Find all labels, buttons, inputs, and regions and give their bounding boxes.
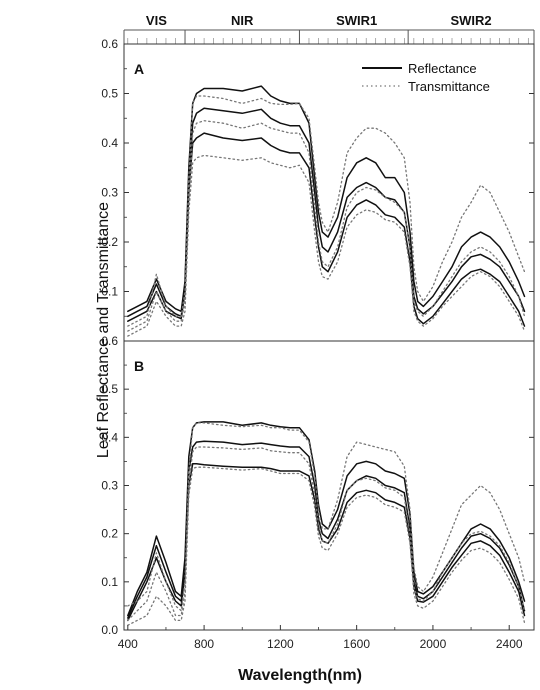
panel-a: 0.1 0.2 0.3 0.4 0.5 0.6 A bbox=[101, 37, 535, 342]
region-label-swir2: SWIR2 bbox=[450, 13, 491, 28]
transmittance-series-line bbox=[127, 120, 526, 332]
panel-label-a: A bbox=[134, 61, 144, 77]
x-tick-label: 2000 bbox=[420, 637, 447, 651]
transmittance-series-line bbox=[127, 446, 526, 622]
legend: Reflectance Transmittance bbox=[362, 61, 490, 94]
y-tick-label: 0.3 bbox=[101, 186, 118, 200]
x-tick-label: 800 bbox=[194, 637, 214, 651]
y-tick-label: 0.2 bbox=[101, 527, 118, 541]
transmittance-series-line bbox=[127, 466, 526, 626]
reflectance-series-line bbox=[127, 85, 526, 313]
y-tick-label: 0.1 bbox=[101, 285, 118, 299]
x-tick-label: 1200 bbox=[267, 637, 294, 651]
transmittance-series-line bbox=[127, 422, 526, 612]
y-tick-label: 0.1 bbox=[101, 575, 118, 589]
x-tick-label: 2400 bbox=[496, 637, 523, 651]
legend-label-reflectance: Reflectance bbox=[408, 61, 477, 76]
y-tick-label: 0.6 bbox=[101, 334, 118, 348]
x-tick-label: 400 bbox=[118, 637, 138, 651]
y-tick-label: 0.2 bbox=[101, 235, 118, 249]
y-tick-label: 0.5 bbox=[101, 382, 118, 396]
y-tick-label: 0.3 bbox=[101, 479, 118, 493]
transmittance-series-line bbox=[127, 95, 526, 327]
x-axis: 400 800 1200 1600 2000 2400 bbox=[118, 625, 523, 651]
region-label-swir1: SWIR1 bbox=[336, 13, 377, 28]
spectral-regions: VIS NIR SWIR1 SWIR2 bbox=[123, 13, 535, 44]
panel-label-b: B bbox=[134, 358, 144, 374]
y-tick-label: 0.5 bbox=[101, 87, 118, 101]
y-tick-label: 0.0 bbox=[101, 623, 118, 637]
y-axis-title: Leaf Reflectance and Transmittance bbox=[95, 202, 112, 458]
x-tick-label: 1600 bbox=[343, 637, 370, 651]
x-axis-title: Wavelength(nm) bbox=[238, 667, 362, 684]
y-tick-label: 0.4 bbox=[101, 430, 118, 444]
transmittance-series-line bbox=[127, 154, 526, 337]
y-tick-label: 0.6 bbox=[101, 37, 118, 51]
panel-b: 0.0 0.1 0.2 0.3 0.4 0.5 0.6 B bbox=[101, 334, 535, 637]
region-label-nir: NIR bbox=[231, 13, 254, 28]
region-label-vis: VIS bbox=[146, 13, 167, 28]
y-tick-label: 0.4 bbox=[101, 136, 118, 150]
legend-label-transmittance: Transmittance bbox=[408, 79, 490, 94]
